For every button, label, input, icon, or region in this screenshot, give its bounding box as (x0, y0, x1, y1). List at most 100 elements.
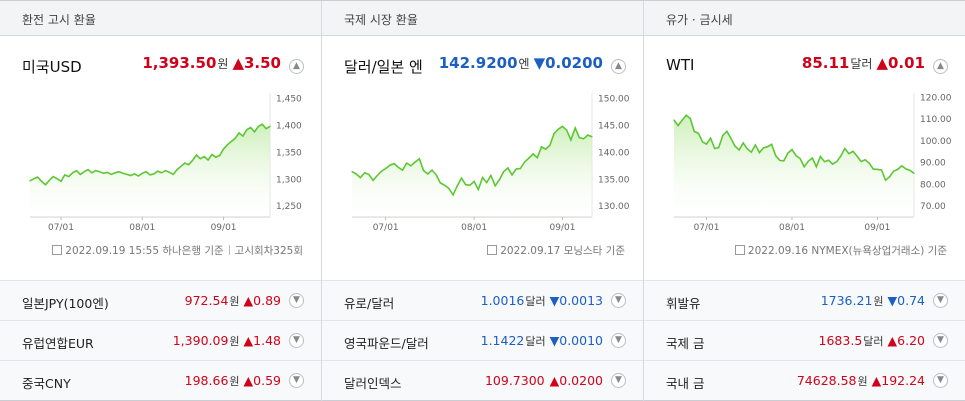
data-point (238, 132, 240, 134)
data-point (726, 130, 728, 132)
chevron-down-icon[interactable]: ▼ (289, 373, 304, 388)
data-point (414, 161, 416, 163)
data-point (689, 117, 691, 120)
quote-row-value: 1736.21원 ▼0.74 (821, 293, 925, 309)
data-point (762, 147, 765, 149)
y-tick-label: 140.00 (598, 148, 630, 158)
collapse-chevron-up-icon[interactable]: ▲ (933, 59, 948, 74)
quote-row-name[interactable]: 국제 금 (666, 336, 705, 351)
panel-header-label[interactable]: 환전 고시 환율 (22, 13, 96, 27)
main-quote[interactable]: 미국USD 1,393.50원 ▲3.50 ▲ (0, 36, 321, 80)
data-point (456, 185, 458, 187)
data-point (133, 173, 136, 175)
main-quote-name[interactable]: WTI (666, 56, 695, 74)
data-point (83, 171, 85, 173)
data-point (566, 129, 568, 131)
main-quote-name[interactable]: 미국USD (22, 58, 82, 76)
x-tick-label: 07/01 (373, 223, 399, 231)
quote-row[interactable]: 국제 금 1683.5달러 ▲6.20 ▼ (644, 320, 965, 360)
chevron-down-icon[interactable]: ▼ (611, 333, 626, 348)
main-quote[interactable]: WTI 85.11달러 ▲0.01 ▲ (644, 36, 965, 80)
quote-row-name[interactable]: 일본JPY(100엔) (22, 296, 109, 311)
data-point (149, 174, 151, 176)
main-quote-name[interactable]: 달러/일본 엔 (344, 58, 423, 76)
chart-area (674, 115, 914, 217)
y-tick-label: 150.00 (598, 94, 630, 104)
quote-row[interactable]: 중국CNY 198.66원 ▲0.59 ▼ (0, 360, 321, 400)
x-tick-label: 08/01 (129, 223, 155, 231)
chevron-down-icon[interactable]: ▼ (289, 333, 304, 348)
quote-row-price: 109.7300 (484, 373, 545, 388)
quote-row[interactable]: 일본JPY(100엔) 972.54원 ▲0.89 ▼ (0, 280, 321, 320)
data-point (856, 155, 858, 157)
quote-row[interactable]: 유로/달러 1.0016달러 ▼0.0013 ▼ (322, 280, 643, 320)
source-info: 2022.09.16 NYMEX(뉴욕상업거래소) 기준 (734, 243, 947, 258)
quote-row[interactable]: 휘발유 1736.21원 ▼0.74 ▼ (644, 280, 965, 320)
collapse-chevron-up-icon[interactable]: ▲ (289, 59, 304, 74)
data-point (498, 179, 500, 181)
data-point (685, 114, 687, 116)
main-quote-price: 85.11 (801, 54, 850, 72)
source-text: 2022.09.16 NYMEX(뉴욕상업거래소) 기준 (747, 245, 947, 257)
quote-row-price: 198.66 (184, 373, 229, 388)
data-point (815, 166, 817, 168)
panel-international-market: 국제 시장 환율 달러/일본 엔 142.9200엔 ▼0.0200 ▲ 150.… (322, 1, 644, 401)
data-point (91, 172, 93, 174)
document-icon (52, 245, 63, 255)
chevron-down-icon[interactable]: ▼ (611, 293, 626, 308)
chevron-down-icon[interactable]: ▼ (611, 373, 626, 388)
chevron-down-icon[interactable]: ▼ (933, 333, 948, 348)
quote-row-change: ▼0.0013 (550, 293, 603, 308)
data-point (427, 173, 429, 175)
data-point (532, 153, 534, 155)
data-point (172, 173, 174, 175)
main-quote-value: 142.9200엔 ▼0.0200 (439, 54, 603, 72)
data-point (359, 177, 361, 179)
data-point (840, 155, 842, 157)
collapse-chevron-up-icon[interactable]: ▲ (611, 59, 626, 74)
quote-row-change-value: 192.24 (881, 373, 925, 388)
quote-row-unit: 달러 (525, 335, 546, 348)
panel-header-label[interactable]: 국제 시장 환율 (344, 13, 418, 27)
quote-row-name[interactable]: 휘발유 (666, 296, 701, 311)
panel-header[interactable]: 국제 시장 환율 (322, 1, 643, 36)
quote-row[interactable]: 유럽연합EUR 1,390.09원 ▲1.48 ▼ (0, 320, 321, 360)
y-tick-label: 110.00 (920, 115, 952, 125)
quote-row[interactable]: 달러인덱스 109.7300 ▲0.0200 ▼ (322, 360, 643, 400)
quote-row-name[interactable]: 국내 금 (666, 376, 705, 391)
panel-header[interactable]: 환전 고시 환율 (0, 1, 321, 36)
main-quote[interactable]: 달러/일본 엔 142.9200엔 ▼0.0200 ▲ (322, 36, 643, 80)
data-point (884, 179, 887, 181)
quote-row-value: 1,390.09원 ▲1.48 (173, 333, 281, 349)
data-point (261, 123, 263, 125)
x-tick-label: 08/01 (779, 223, 805, 231)
chevron-down-icon[interactable]: ▼ (289, 293, 304, 308)
chevron-down-icon[interactable]: ▼ (933, 293, 948, 308)
data-point (141, 172, 143, 174)
quote-row-name[interactable]: 유로/달러 (344, 296, 395, 311)
data-point (215, 156, 217, 158)
quote-row-name[interactable]: 달러인덱스 (344, 376, 402, 391)
data-point (29, 180, 31, 182)
data-point (697, 132, 699, 134)
quote-row-price: 74628.58 (796, 373, 857, 388)
panel-header-label[interactable]: 유가 · 금시세 (666, 13, 733, 27)
quote-row-name[interactable]: 영국파운드/달러 (344, 336, 429, 351)
data-point (738, 149, 740, 151)
quote-row[interactable]: 국내 금 74628.58원 ▲192.24 ▼ (644, 360, 965, 400)
data-point (418, 158, 420, 160)
data-point (775, 155, 777, 157)
chevron-down-icon[interactable]: ▼ (933, 373, 948, 388)
quote-row[interactable]: 영국파운드/달러 1.1422달러 ▼0.0010 ▼ (322, 320, 643, 360)
data-point (102, 172, 105, 174)
quote-row-change: ▼0.74 (888, 293, 925, 308)
data-point (153, 173, 155, 175)
data-point (222, 148, 225, 150)
main-quote-change: ▲3.50 (232, 54, 281, 72)
data-point (431, 169, 433, 171)
panel-header[interactable]: 유가 · 금시세 (644, 1, 965, 36)
data-point (180, 165, 182, 167)
quote-row-name[interactable]: 중국CNY (22, 376, 71, 391)
quote-row-name[interactable]: 유럽연합EUR (22, 336, 94, 351)
